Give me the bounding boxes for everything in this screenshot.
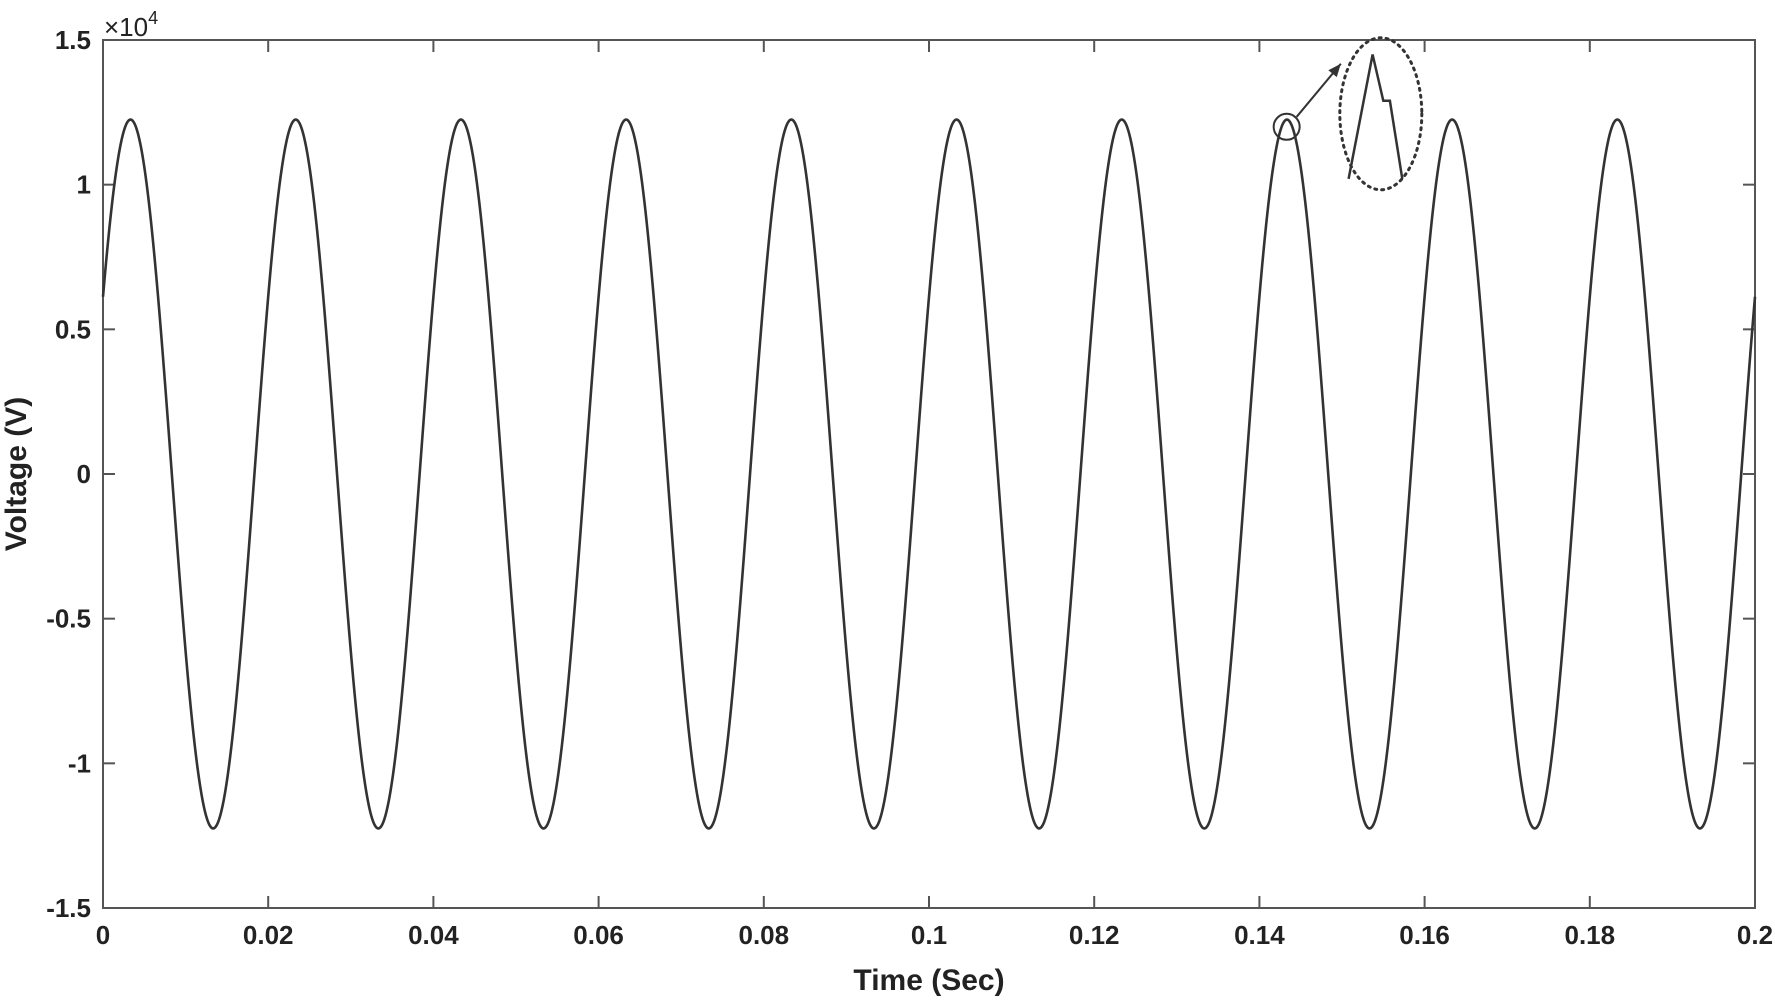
plot-area — [102, 39, 1756, 909]
y-tick-label: 0.5 — [55, 314, 91, 344]
x-tick-label: 0.16 — [1399, 920, 1450, 950]
voltage-series-line — [101, 118, 1757, 830]
x-tick-label: 0.06 — [573, 920, 624, 950]
x-tick-label: 0.02 — [243, 920, 294, 950]
x-axis-ticks: 0 0.02 0.04 0.06 0.08 0.1 0.12 0.14 0.16 0.18 0.2 — [96, 40, 1773, 950]
y-tick-label: 1.5 — [55, 25, 91, 55]
y-tick-label: 0 — [77, 459, 91, 489]
peak-marker-circle — [1272, 112, 1301, 141]
x-tick-label: 0.2 — [1737, 920, 1773, 950]
y-tick-label: 1 — [77, 170, 91, 200]
y-tick-label: -0.5 — [46, 604, 91, 634]
y-axis-label: Voltage (V) — [0, 397, 33, 551]
x-tick-label: 0 — [96, 920, 110, 950]
y-tick-label: -1.5 — [46, 893, 91, 923]
zoom-inset-ellipse — [1338, 36, 1424, 192]
peak-annotation — [1272, 36, 1424, 192]
zoom-inset-spike — [1347, 54, 1404, 180]
y-exponent-power: 4 — [148, 8, 158, 28]
x-tick-label: 0.08 — [738, 920, 789, 950]
x-tick-label: 0.18 — [1564, 920, 1615, 950]
x-tick-label: 0.04 — [408, 920, 459, 950]
x-tick-label: 0.1 — [911, 920, 947, 950]
y-axis-ticks: -1.5 -1 -0.5 0 0.5 1 1.5 — [46, 25, 1755, 923]
y-exponent-base: ×10 — [104, 12, 148, 42]
x-tick-label: 0.14 — [1234, 920, 1285, 950]
x-axis-label: Time (Sec) — [853, 964, 1004, 997]
y-exponent-label: ×104 — [104, 8, 158, 42]
zoom-arrow-head — [1328, 63, 1341, 78]
y-tick-label: -1 — [68, 748, 91, 778]
x-tick-label: 0.12 — [1069, 920, 1120, 950]
